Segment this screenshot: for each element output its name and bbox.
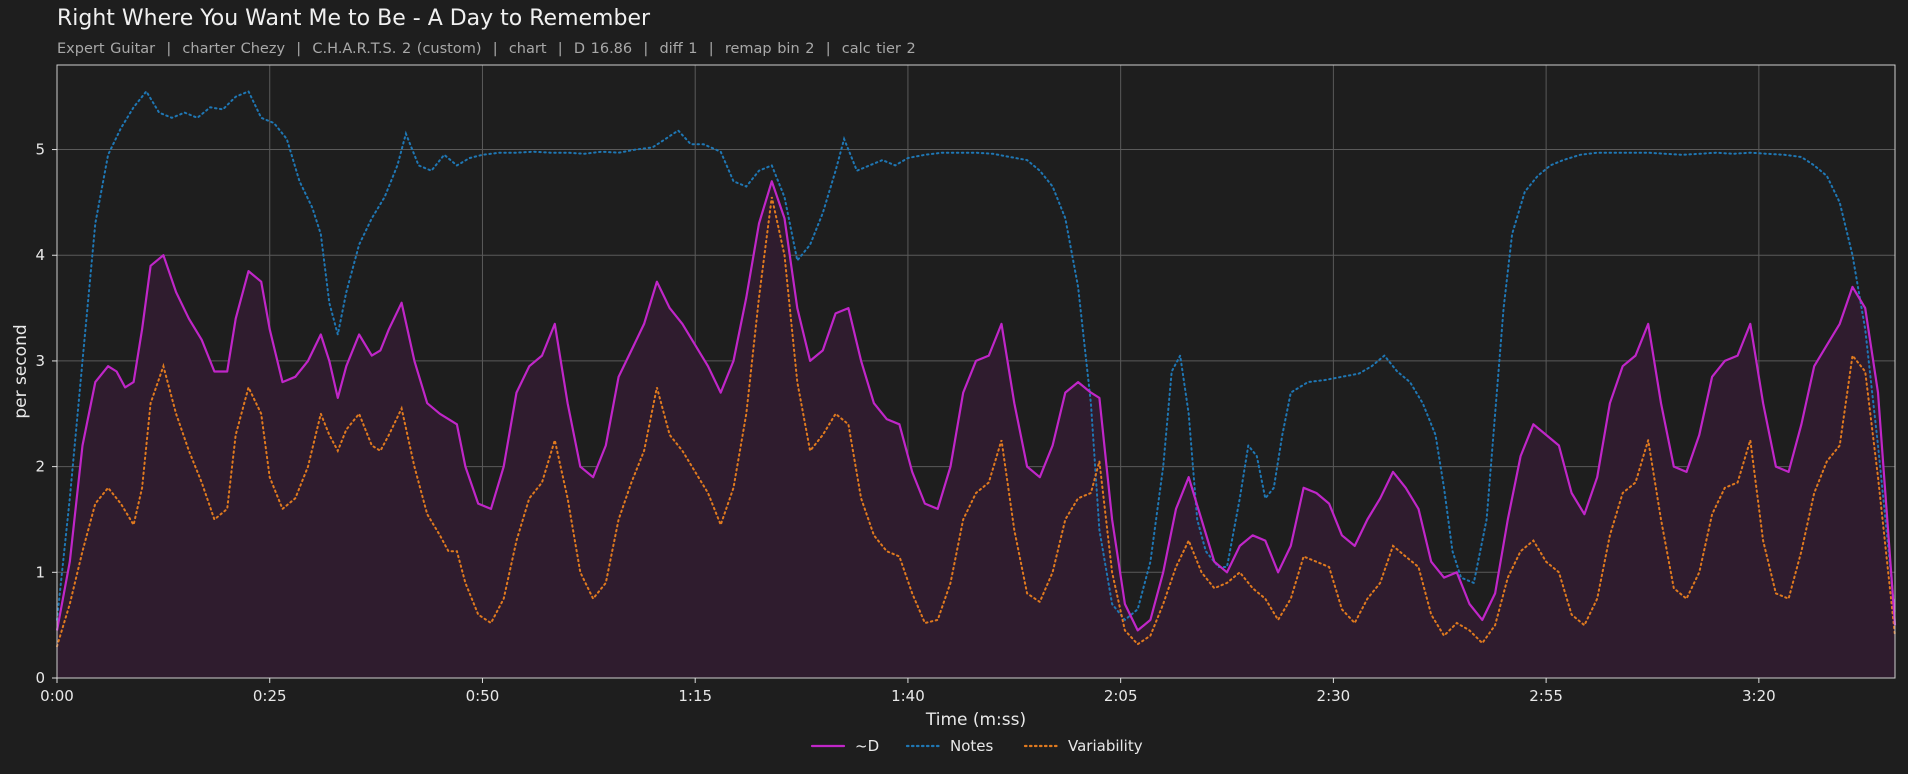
- y-axis-label: per second: [11, 324, 31, 418]
- y-tick-label: 5: [35, 141, 45, 159]
- series-line-notes: [56, 89, 1896, 622]
- x-axis-label: Time (m:ss): [925, 710, 1026, 730]
- legend-label-0: ~D: [855, 737, 879, 755]
- x-tick-label: 1:40: [891, 687, 925, 705]
- x-tick-label: 2:30: [1317, 687, 1351, 705]
- y-tick-label: 3: [35, 352, 45, 370]
- y-tick-label: 4: [35, 246, 45, 264]
- chart-subtitle: Expert Guitar | charter Chezy | C.H.A.R.…: [57, 41, 916, 57]
- d-area-fill: [57, 181, 1895, 679]
- chart-title: Right Where You Want Me to Be - A Day to…: [57, 6, 651, 31]
- legend: ~D Notes Variability: [810, 737, 1143, 755]
- legend-label-2: Variability: [1068, 737, 1143, 755]
- y-tick-label: 2: [35, 458, 45, 476]
- series-line-variability: [56, 196, 1896, 648]
- x-tick-label: 0:25: [253, 687, 287, 705]
- x-tick-label: 0:00: [40, 687, 74, 705]
- x-tick-label: 1:15: [678, 687, 712, 705]
- legend-label-1: Notes: [950, 737, 994, 755]
- x-tick-label: 2:55: [1529, 687, 1563, 705]
- plot-border: [56, 64, 1896, 679]
- x-tick-label: 0:50: [466, 687, 500, 705]
- x-tick-label: 2:05: [1104, 687, 1138, 705]
- y-tick-label: 0: [35, 669, 45, 687]
- y-tick-label: 1: [35, 563, 45, 581]
- x-tick-label: 3:20: [1742, 687, 1776, 705]
- series-line-d: [55, 180, 1897, 632]
- axis-ticks: 0:00 0:25 0:50 1:15 1:40 2:05 2:30 2:55 3:20 0 1 2 3…: [35, 141, 1775, 705]
